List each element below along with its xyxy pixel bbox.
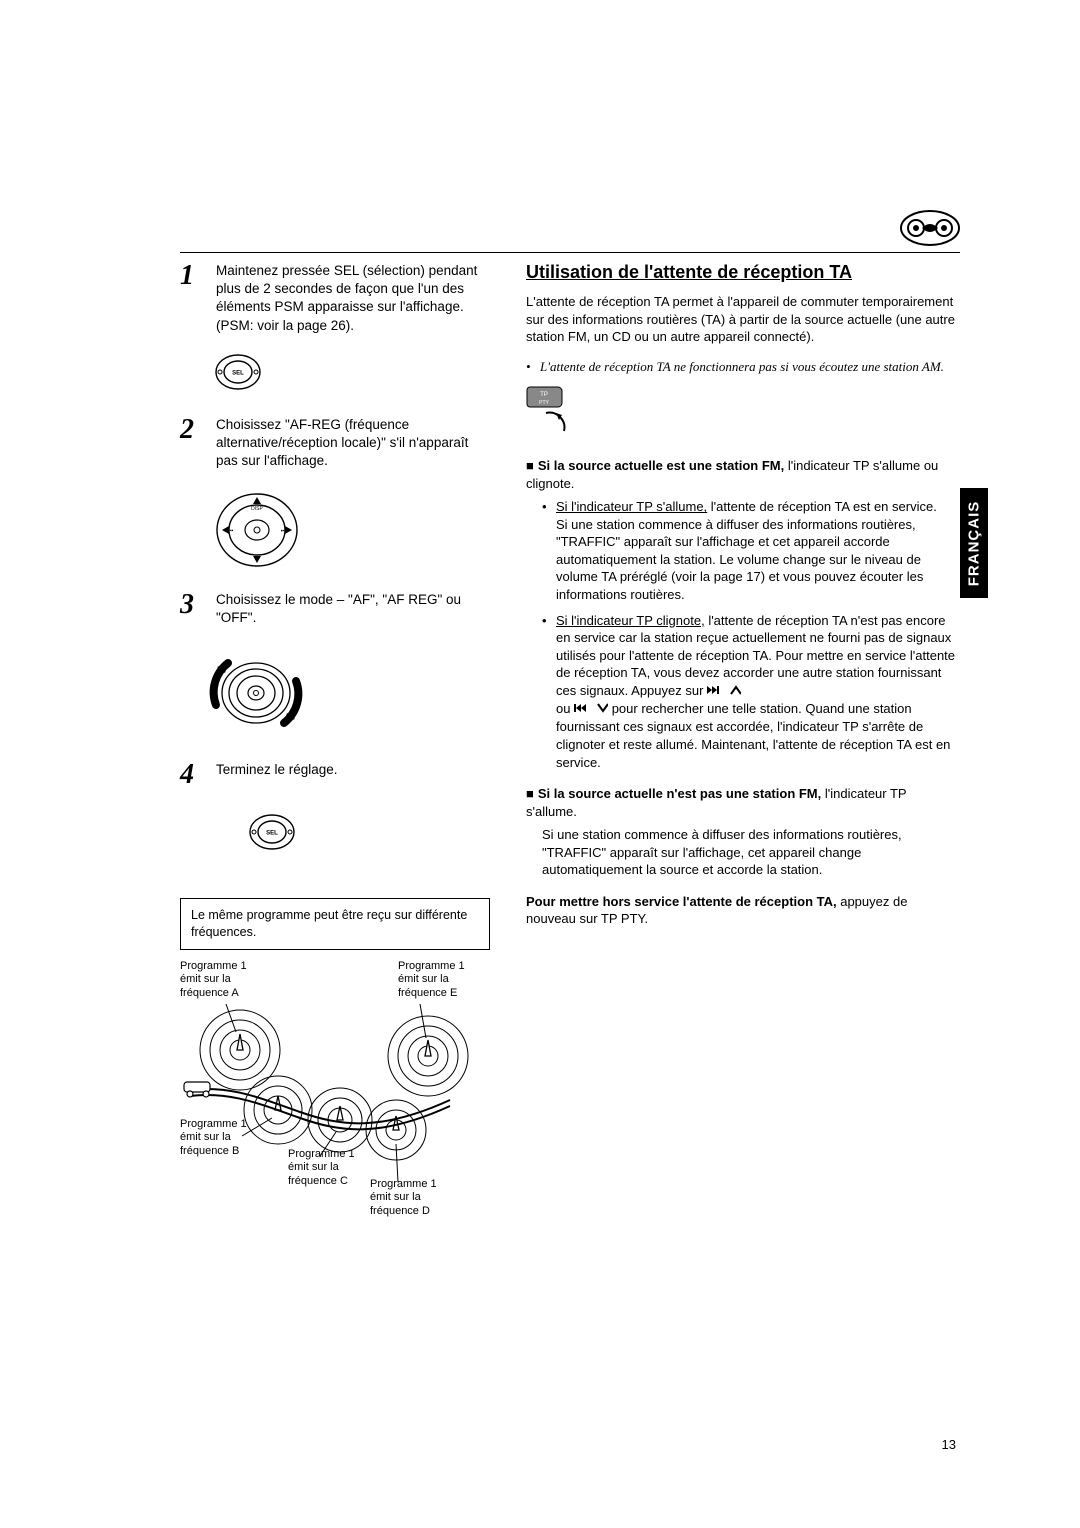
tp-button-illustration: TP PTY: [526, 383, 580, 435]
case-nonfm-bold: Si la source actuelle n'est pas une stat…: [538, 786, 821, 801]
square-bullet-icon: ■: [526, 458, 534, 473]
svg-text:DISP: DISP: [251, 506, 263, 512]
language-tab: FRANÇAIS: [960, 488, 988, 598]
right-column: Utilisation de l'attente de réception TA…: [526, 262, 956, 1240]
square-bullet-icon: ■: [526, 786, 534, 801]
prev-track-down-icon: [574, 701, 608, 719]
info-box: Le même programme peut être reçu sur dif…: [180, 898, 490, 950]
step-text: Choisissez "AF-REG (fréquence alternativ…: [216, 416, 490, 471]
dial-illustration: DISP ⏮ ⏭: [214, 489, 300, 571]
step-number: 4: [180, 761, 204, 789]
step-4: 4 Terminez le réglage.: [180, 761, 490, 789]
note-list: L'attente de réception TA ne fonctionner…: [526, 358, 956, 376]
case-nonfm-para: Si une station commence à diffuser des i…: [526, 826, 956, 879]
fm-bullet-blink-underline: Si l'indicateur TP clignote,: [556, 613, 705, 628]
note-italic: L'attente de réception TA ne fonctionner…: [526, 358, 956, 376]
svg-text:PTY: PTY: [539, 400, 549, 406]
manual-page: FRANÇAIS 1 Maintenez pressée SEL (sélect…: [0, 0, 1080, 1528]
step-3: 3 Choisissez le mode – "AF", "AF REG" ou…: [180, 591, 490, 627]
step-text: Terminez le réglage.: [216, 761, 490, 789]
svg-text:SEL: SEL: [266, 830, 278, 836]
fm-sub-list: Si l'indicateur TP s'allume, l'attente d…: [526, 498, 956, 771]
svg-text:⏭: ⏭: [281, 528, 286, 534]
step-number: 1: [180, 262, 204, 335]
step-number: 3: [180, 591, 204, 627]
turn-off-bold: Pour mettre hors service l'attente de ré…: [526, 894, 837, 909]
page-number: 13: [942, 1437, 956, 1452]
content-columns: 1 Maintenez pressée SEL (sélection) pend…: [180, 262, 960, 1240]
step-text: Maintenez pressée SEL (sélection) pendan…: [216, 262, 490, 335]
step-number: 2: [180, 416, 204, 471]
case-nonfm-lead: ■ Si la source actuelle n'est pas une sta…: [526, 785, 956, 820]
fm-bullet-on: Si l'indicateur TP s'allume, l'attente d…: [542, 498, 956, 603]
language-tab-label: FRANÇAIS: [966, 500, 983, 586]
fm-bullet-blink: Si l'indicateur TP clignote, l'attente d…: [542, 612, 956, 771]
or-label: ou: [556, 701, 574, 716]
sel-button-illustration: SEL: [214, 807, 490, 878]
svg-text:TP: TP: [540, 392, 548, 398]
svg-text:⏮: ⏮: [229, 528, 234, 534]
case-fm-lead: ■ Si la source actuelle est une station F…: [526, 457, 956, 492]
case-fm-bold: Si la source actuelle est une station FM…: [538, 458, 784, 473]
turn-off-paragraph: Pour mettre hors service l'attente de ré…: [526, 893, 956, 928]
rotary-illustration: [204, 645, 308, 741]
step-1: 1 Maintenez pressée SEL (sélection) pend…: [180, 262, 490, 335]
fm-bullet-blink-after: pour rechercher une telle station. Quand…: [556, 701, 950, 769]
brand-logo: [900, 210, 960, 246]
left-column: 1 Maintenez pressée SEL (sélection) pend…: [180, 262, 490, 1240]
next-track-up-icon: [707, 683, 741, 701]
step-2: 2 Choisissez "AF-REG (fréquence alternat…: [180, 416, 490, 471]
section-title: Utilisation de l'attente de réception TA: [526, 262, 956, 283]
intro-paragraph: L'attente de réception TA permet à l'app…: [526, 293, 956, 346]
fm-bullet-on-para: Si une station commence à diffuser des i…: [556, 517, 923, 602]
header-rule: [180, 252, 960, 253]
fm-bullet-on-rest: l'attente de réception TA est en service…: [707, 499, 937, 514]
frequency-diagram: Programme 1 émit sur la fréquence A Prog…: [180, 960, 490, 1240]
fm-bullet-on-underline: Si l'indicateur TP s'allume,: [556, 499, 707, 514]
sel-button-illustration: SEL: [214, 353, 490, 396]
step-text: Choisissez le mode – "AF", "AF REG" ou "…: [216, 591, 490, 627]
svg-text:SEL: SEL: [232, 370, 244, 376]
